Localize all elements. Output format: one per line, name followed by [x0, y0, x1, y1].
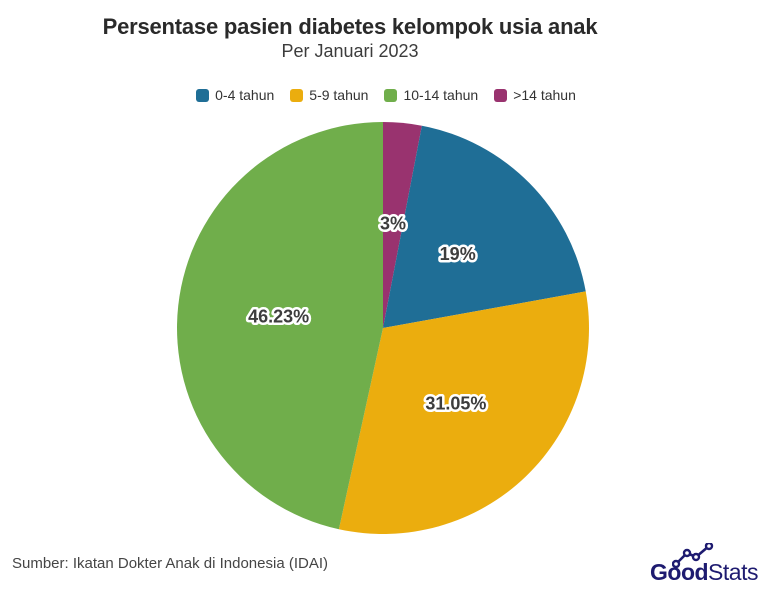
- goodstats-logo: GoodStats: [650, 543, 770, 587]
- legend-label: 10-14 tahun: [403, 87, 479, 103]
- logo-text: GoodStats: [650, 560, 770, 584]
- legend-label: 5-9 tahun: [309, 87, 369, 103]
- chart-title: Persentase pasien diabetes kelompok usia…: [102, 14, 598, 39]
- legend: 0-4 tahun 5-9 tahun 10-14 tahun >14 tahun: [0, 87, 772, 103]
- pie-slice-1: [338, 291, 590, 534]
- legend-item-1: 5-9 tahun: [290, 87, 368, 103]
- logo-light-part: Stats: [708, 559, 758, 585]
- legend-swatch: [384, 88, 398, 102]
- legend-label: 0-4 tahun: [215, 87, 275, 103]
- legend-item-0: 0-4 tahun: [196, 87, 274, 103]
- pie-slice-0: [383, 125, 586, 328]
- legend-label: >14 tahun: [513, 87, 576, 103]
- pie-slice-label-0: 19%: [440, 244, 476, 264]
- legend-item-2: 10-14 tahun: [384, 87, 478, 103]
- legend-swatch: [196, 88, 210, 102]
- pie-slice-label-1: 31.05%: [425, 394, 486, 414]
- pie-slice-3: [383, 122, 422, 328]
- trend-line-icon: [672, 543, 714, 569]
- pie-slice-label-2: 46.23%: [248, 307, 309, 327]
- pie-slice-2: [177, 122, 383, 530]
- legend-swatch: [290, 88, 304, 102]
- source-note: Sumber: Ikatan Dokter Anak di Indonesia …: [12, 555, 328, 572]
- legend-swatch: [494, 88, 508, 102]
- chart-subtitle: Per Januari 2023: [281, 41, 419, 61]
- pie-slice-label-3: 3%: [380, 213, 406, 233]
- logo-bold-part: Good: [650, 559, 709, 585]
- legend-item-3: >14 tahun: [494, 87, 576, 103]
